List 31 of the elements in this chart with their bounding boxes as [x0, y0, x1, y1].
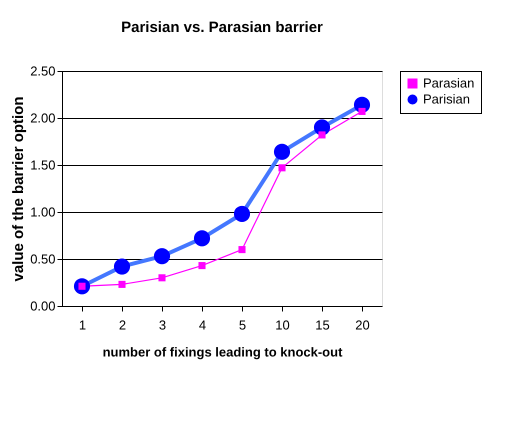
x-tick-label: 4 — [198, 318, 206, 332]
point — [238, 246, 246, 254]
y-axis-title: value of the barrier option — [10, 96, 28, 282]
y-tick-label: 0.00 — [30, 298, 56, 314]
point — [114, 258, 130, 275]
point — [318, 131, 326, 138]
x-tick-label: 20 — [355, 318, 370, 332]
x-tick-label: 3 — [158, 318, 166, 332]
y-tick-label: 2.00 — [30, 110, 56, 126]
point — [234, 206, 250, 222]
x-axis-title: number of fixings leading to knock-out — [102, 344, 344, 360]
y-tick-label: 1.00 — [30, 204, 56, 220]
point — [278, 164, 286, 172]
x-tick-label: 15 — [315, 318, 330, 332]
point — [194, 230, 210, 246]
chart-title: Parisian vs. Parasian barrier — [121, 19, 324, 36]
x-tick-label: 2 — [118, 318, 126, 332]
point — [158, 274, 166, 282]
point — [154, 248, 170, 264]
point — [198, 262, 206, 270]
point — [118, 280, 126, 288]
legend-label: Parisian — [423, 92, 470, 106]
point — [358, 108, 366, 115]
x-tick-label: 5 — [238, 318, 246, 332]
legend-label: Parasian — [423, 76, 474, 90]
x-tick-label: 1 — [78, 318, 86, 332]
point — [274, 144, 290, 160]
y-tick-label: 1.50 — [30, 158, 56, 172]
y-tick-label: 0.50 — [30, 252, 56, 266]
x-tick-label: 10 — [275, 318, 290, 332]
y-tick-label: 2.50 — [30, 64, 56, 78]
